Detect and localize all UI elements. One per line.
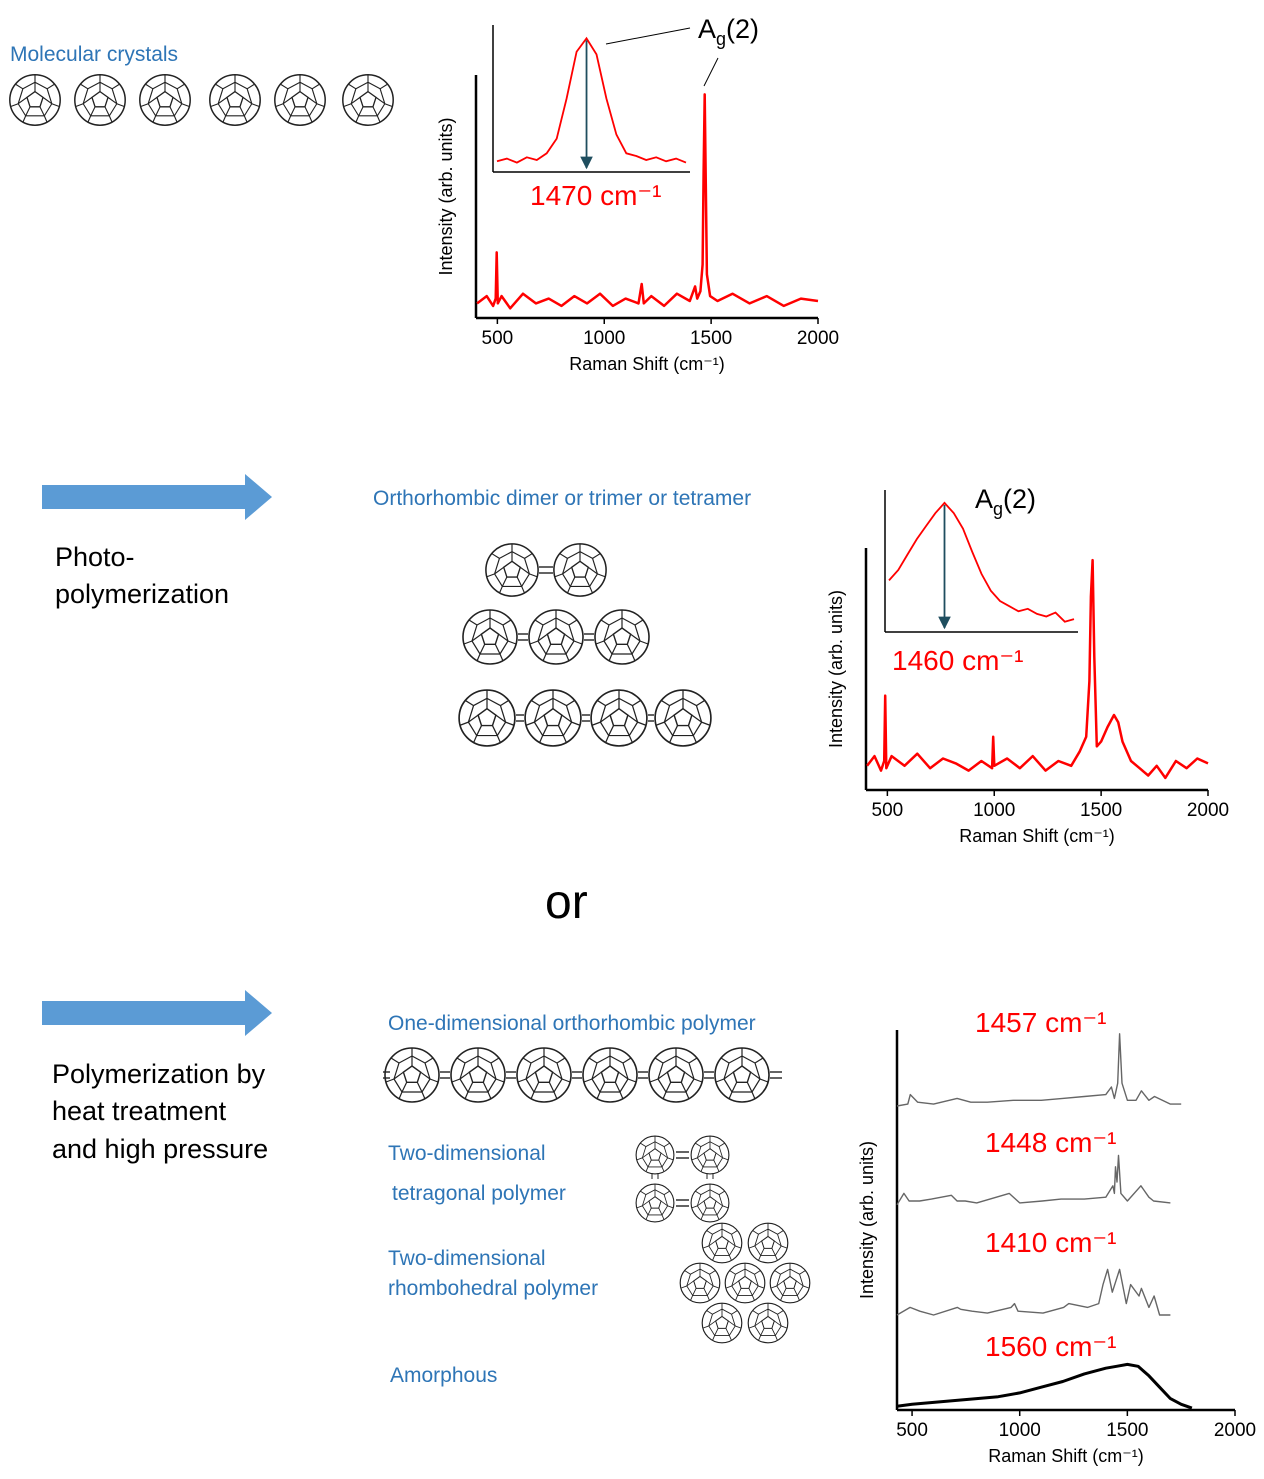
or-text: or xyxy=(545,876,588,929)
fullerene xyxy=(649,1048,703,1102)
arrow xyxy=(42,474,272,520)
fullerene xyxy=(525,690,581,746)
fullerene xyxy=(715,1048,769,1102)
fullerene xyxy=(75,75,125,125)
fullerene xyxy=(486,544,538,596)
x-tick-label: 500 xyxy=(482,328,514,349)
y-axis-label: Intensity (arb. units) xyxy=(857,1141,877,1299)
section-label: Two-dimensional xyxy=(388,1247,546,1270)
process-label: polymerization xyxy=(55,579,229,609)
mode-label-part: (2) xyxy=(1003,484,1036,514)
fullerene xyxy=(748,1223,788,1263)
x-axis-label: Raman Shift (cm⁻¹) xyxy=(569,354,725,374)
fullerene xyxy=(702,1223,742,1263)
y-axis-label: Intensity (arb. units) xyxy=(436,117,456,275)
section-label: Molecular crystals xyxy=(10,43,178,66)
peak-label: 1457 cm⁻¹ xyxy=(975,1007,1107,1038)
mode-label-part: A xyxy=(698,14,716,44)
fullerene xyxy=(725,1263,765,1303)
x-tick-label: 500 xyxy=(872,800,904,821)
inset-spectrum xyxy=(497,38,686,162)
mode-label: Ag(2) xyxy=(975,484,1036,519)
fullerene xyxy=(655,690,711,746)
fullerene xyxy=(517,1048,571,1102)
fullerene xyxy=(691,1136,729,1174)
process-label: Photo- xyxy=(55,542,135,572)
section-label: rhombohedral polymer xyxy=(388,1277,598,1300)
section-label: Two-dimensional xyxy=(388,1142,546,1165)
x-tick-label: 1500 xyxy=(690,328,732,349)
x-tick-label: 1500 xyxy=(1080,800,1122,821)
spectrum xyxy=(897,1034,1181,1106)
fullerene xyxy=(636,1184,674,1222)
fullerene xyxy=(529,610,583,664)
fullerene xyxy=(459,690,515,746)
leader xyxy=(606,28,690,44)
fullerene xyxy=(275,75,325,125)
section-label: Orthorhombic dimer or trimer or tetramer xyxy=(373,487,751,510)
x-tick-label: 1000 xyxy=(999,1420,1041,1441)
fullerene xyxy=(451,1048,505,1102)
x-tick-label: 1000 xyxy=(973,800,1015,821)
arrow xyxy=(42,990,272,1036)
peak-label: 1460 cm⁻¹ xyxy=(892,645,1024,676)
x-tick-label: 2000 xyxy=(1187,800,1229,821)
process-label: heat treatment xyxy=(52,1096,227,1126)
x-tick-label: 1500 xyxy=(1106,1420,1148,1441)
mode-label-part: g xyxy=(993,499,1003,519)
spectrum xyxy=(897,1364,1192,1408)
fullerene xyxy=(210,75,260,125)
mode-label: Ag(2) xyxy=(698,14,759,49)
spectrum xyxy=(897,1155,1170,1204)
y-axis-label: Intensity (arb. units) xyxy=(826,590,846,748)
fullerene xyxy=(691,1184,729,1222)
process-label: and high pressure xyxy=(52,1134,268,1164)
mode-label-part: g xyxy=(716,29,726,49)
fullerene xyxy=(463,610,517,664)
fullerene xyxy=(595,610,649,664)
fullerene xyxy=(140,75,190,125)
x-tick-label: 2000 xyxy=(1214,1420,1256,1441)
peak-label: 1560 cm⁻¹ xyxy=(985,1331,1117,1362)
fullerene xyxy=(702,1303,742,1343)
x-tick-label: 500 xyxy=(896,1420,928,1441)
x-tick-label: 1000 xyxy=(583,328,625,349)
fullerene xyxy=(554,544,606,596)
section-label: Amorphous xyxy=(390,1364,497,1387)
fullerene xyxy=(583,1048,637,1102)
spectrum xyxy=(897,1269,1170,1315)
process-label: Polymerization by xyxy=(52,1059,266,1089)
fullerene xyxy=(748,1303,788,1343)
x-axis-label: Raman Shift (cm⁻¹) xyxy=(988,1446,1144,1466)
peak-label: 1470 cm⁻¹ xyxy=(530,180,662,211)
figure: Molecular crystals Photo- polymerization… xyxy=(0,0,1264,1479)
mode-label-part: A xyxy=(975,484,993,514)
inset-spectrum xyxy=(889,503,1074,622)
fullerene xyxy=(636,1136,674,1174)
peak-label: 1448 cm⁻¹ xyxy=(985,1127,1117,1158)
x-tick-label: 2000 xyxy=(797,328,839,349)
fullerene xyxy=(385,1048,439,1102)
leader xyxy=(704,58,718,86)
mode-label-part: (2) xyxy=(726,14,759,44)
peak-label: 1410 cm⁻¹ xyxy=(985,1227,1117,1258)
fullerene xyxy=(591,690,647,746)
fullerene xyxy=(680,1263,720,1303)
x-axis-label: Raman Shift (cm⁻¹) xyxy=(959,826,1115,846)
section-label: tetragonal polymer xyxy=(392,1182,566,1205)
section-label: One-dimensional orthorhombic polymer xyxy=(388,1012,756,1035)
fullerene xyxy=(770,1263,810,1303)
fullerene xyxy=(343,75,393,125)
fullerene xyxy=(10,75,60,125)
